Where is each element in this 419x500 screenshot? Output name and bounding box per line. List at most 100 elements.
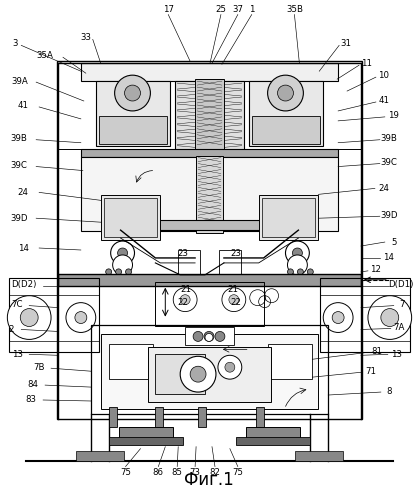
Circle shape: [180, 356, 216, 392]
Circle shape: [222, 288, 246, 312]
Text: 8: 8: [386, 386, 391, 396]
Bar: [119, 427, 173, 438]
Text: 22: 22: [178, 298, 189, 307]
Circle shape: [287, 255, 308, 275]
Text: 41: 41: [378, 96, 389, 106]
Circle shape: [66, 302, 96, 332]
Circle shape: [308, 269, 313, 275]
Text: 81: 81: [371, 347, 383, 356]
Bar: [104, 198, 158, 237]
Text: 19: 19: [388, 112, 399, 120]
Circle shape: [225, 362, 235, 372]
Text: 14: 14: [383, 254, 394, 262]
Text: 71: 71: [365, 366, 376, 376]
Text: Фиг.1: Фиг.1: [184, 472, 234, 490]
Text: 5: 5: [391, 238, 396, 246]
Bar: [249, 81, 323, 146]
Circle shape: [118, 248, 127, 258]
Text: 84: 84: [28, 380, 39, 388]
Text: 83: 83: [26, 394, 37, 404]
Text: 73: 73: [189, 468, 201, 477]
Text: 39D: 39D: [10, 214, 28, 222]
Text: 25: 25: [215, 5, 226, 14]
Bar: [148, 348, 271, 402]
Circle shape: [381, 308, 399, 326]
Bar: [198, 407, 206, 427]
Text: 21: 21: [181, 285, 191, 294]
Circle shape: [116, 269, 122, 275]
Text: 39B: 39B: [11, 134, 28, 143]
Circle shape: [115, 75, 150, 111]
Text: 39A: 39A: [11, 76, 28, 86]
Circle shape: [292, 248, 303, 258]
Text: 37: 37: [232, 5, 243, 14]
Text: D(D2): D(D2): [11, 280, 37, 289]
Circle shape: [190, 366, 206, 382]
Bar: [185, 328, 234, 345]
Bar: [81, 156, 338, 231]
Text: 12: 12: [370, 266, 381, 274]
Bar: [195, 79, 224, 154]
Bar: [320, 278, 410, 352]
Bar: [256, 407, 264, 427]
Text: 86: 86: [153, 468, 164, 477]
Bar: [155, 407, 163, 427]
Bar: [178, 250, 200, 275]
Text: 3: 3: [13, 39, 18, 48]
Text: 31: 31: [341, 39, 352, 48]
Text: 13: 13: [391, 350, 402, 359]
Text: 7: 7: [399, 300, 404, 309]
Text: 14: 14: [18, 244, 29, 252]
Circle shape: [204, 332, 214, 342]
Bar: [58, 274, 361, 286]
Bar: [219, 250, 241, 275]
Bar: [295, 450, 343, 460]
Text: 41: 41: [18, 102, 29, 110]
Bar: [268, 344, 312, 379]
Bar: [99, 116, 167, 143]
Circle shape: [106, 269, 111, 275]
Bar: [76, 450, 124, 460]
Circle shape: [126, 269, 132, 275]
Text: 11: 11: [362, 58, 372, 68]
Text: 7A: 7A: [393, 323, 404, 332]
Bar: [96, 81, 170, 146]
Text: 10: 10: [378, 70, 389, 80]
Bar: [109, 437, 183, 444]
Circle shape: [193, 332, 203, 342]
Text: 75: 75: [232, 468, 243, 477]
Bar: [246, 427, 300, 438]
Text: 39B: 39B: [380, 134, 397, 143]
Bar: [236, 437, 310, 444]
Bar: [196, 156, 223, 233]
Circle shape: [368, 296, 411, 340]
Bar: [175, 81, 244, 150]
Bar: [109, 344, 153, 379]
Text: 23: 23: [178, 250, 189, 258]
Text: 24: 24: [18, 188, 29, 197]
Circle shape: [113, 255, 132, 275]
Bar: [261, 198, 315, 237]
Bar: [81, 63, 338, 81]
Bar: [259, 196, 318, 240]
Circle shape: [20, 308, 38, 326]
Text: D(D1): D(D1): [388, 280, 414, 289]
Circle shape: [124, 85, 140, 101]
Text: 21: 21: [228, 285, 238, 294]
Bar: [252, 116, 320, 143]
Circle shape: [173, 288, 197, 312]
Text: 22: 22: [230, 298, 241, 307]
Bar: [9, 278, 99, 352]
Text: 23: 23: [230, 250, 241, 258]
Bar: [121, 220, 298, 230]
Circle shape: [205, 334, 213, 342]
Circle shape: [268, 75, 303, 111]
Bar: [109, 407, 116, 427]
Bar: [155, 354, 205, 394]
Bar: [155, 282, 264, 327]
Text: 85: 85: [172, 468, 183, 477]
Bar: [101, 196, 160, 240]
Text: 82: 82: [210, 468, 220, 477]
Bar: [81, 148, 338, 156]
Circle shape: [323, 302, 353, 332]
